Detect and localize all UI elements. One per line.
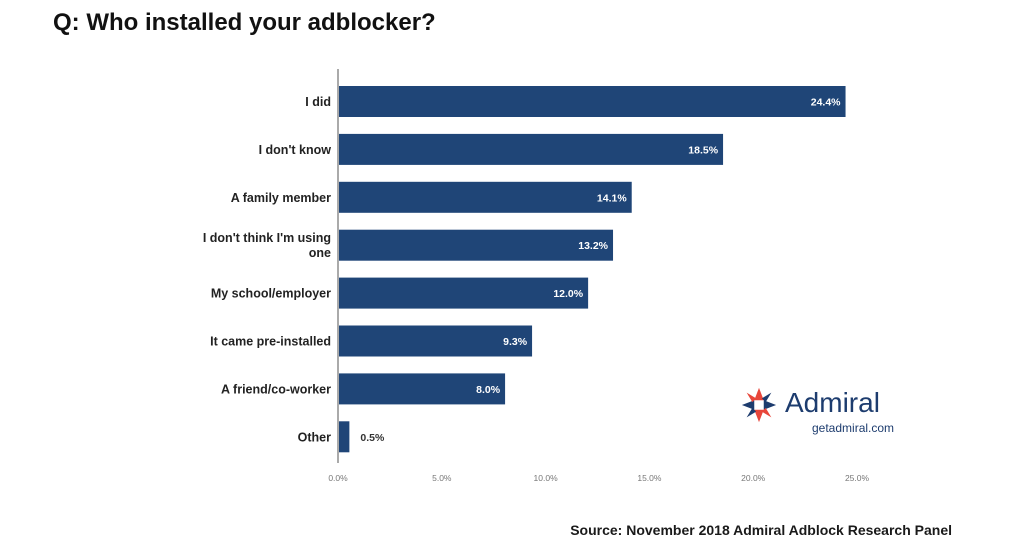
bar-6 xyxy=(339,373,506,405)
value-label-3: 13.2% xyxy=(578,240,608,252)
x-tick-label-1: 5.0% xyxy=(432,473,452,483)
category-label-0: I did xyxy=(305,95,331,109)
x-tick-labels-group: 0.0% 5.0% 10.0% 15.0% 20.0% 25.0% xyxy=(328,473,869,483)
x-tick-label-4: 20.0% xyxy=(741,473,766,483)
x-tick-label-0: 0.0% xyxy=(328,473,348,483)
category-label-2: A family member xyxy=(231,191,331,205)
admiral-logo: Admiral getadmiral.com xyxy=(740,385,910,435)
x-tick-label-3: 15.0% xyxy=(637,473,662,483)
value-label-6: 8.0% xyxy=(476,384,501,396)
source-note: Source: November 2018 Admiral Adblock Re… xyxy=(570,522,952,538)
x-tick-label-5: 25.0% xyxy=(845,473,870,483)
bar-7 xyxy=(339,421,350,453)
value-label-1: 18.5% xyxy=(688,144,718,156)
bar-2 xyxy=(339,181,632,213)
category-label-1: I don't know xyxy=(259,143,332,157)
value-label-5: 9.3% xyxy=(503,336,528,348)
value-label-0: 24.4% xyxy=(811,97,841,109)
bars-group xyxy=(339,86,846,453)
value-label-4: 12.0% xyxy=(553,288,583,300)
category-label-7: Other xyxy=(298,430,331,444)
value-labels-group: 24.4% 18.5% 14.1% 13.2% 12.0% 9.3% 8.0% 0.5% xyxy=(360,97,841,444)
bar-0 xyxy=(339,86,846,117)
admiral-logo-url: getadmiral.com xyxy=(812,421,895,435)
category-label-5: It came pre-installed xyxy=(210,335,331,349)
bar-1 xyxy=(339,133,724,165)
category-labels-group: I did I don't know A family member I don't … xyxy=(203,95,331,444)
category-label-3: I don't think I'm using one xyxy=(203,231,331,260)
bar-4 xyxy=(339,277,589,309)
value-label-7: 0.5% xyxy=(360,432,385,444)
bar-5 xyxy=(339,325,533,357)
bar-3 xyxy=(339,229,614,261)
admiral-logo-name: Admiral xyxy=(785,387,880,418)
category-label-6: A friend/co-worker xyxy=(221,382,331,396)
chart-title: Q: Who installed your adblocker? xyxy=(53,9,436,36)
value-label-2: 14.1% xyxy=(597,192,627,204)
category-label-4: My school/employer xyxy=(211,287,331,301)
admiral-logo-icon xyxy=(741,387,777,423)
x-tick-label-2: 10.0% xyxy=(534,473,559,483)
